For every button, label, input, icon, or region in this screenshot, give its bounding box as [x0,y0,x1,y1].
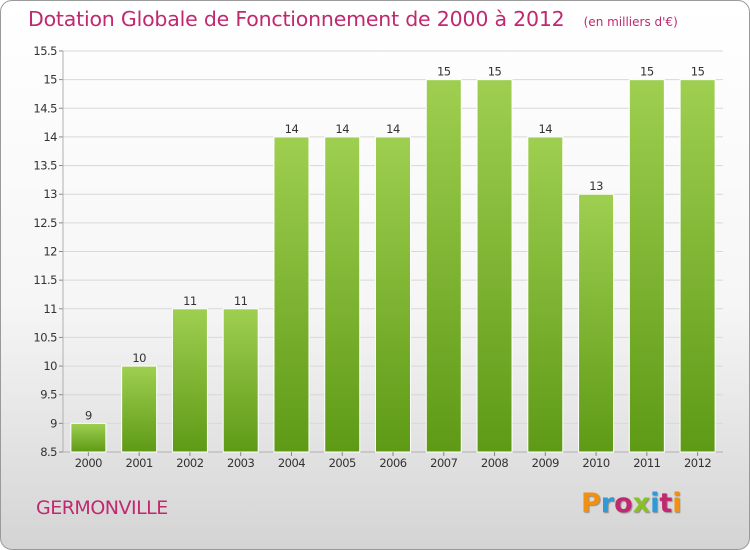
logo-letter: r [600,488,615,519]
y-tick-label: 11 [43,302,57,316]
x-tick-label-2010: 2010 [582,456,609,470]
data-label-2004: 14 [285,122,299,136]
data-label-2010: 13 [589,179,603,193]
x-tick-label-2003: 2003 [227,456,254,470]
bar-2004 [273,136,310,453]
y-tick-label: 15.5 [33,44,57,58]
y-tick-label: 14 [43,130,57,144]
logo-letter: P [581,488,601,519]
data-labels: 9 10 11 11 14 14 14 15 15 14 13 15 15 [85,65,705,423]
x-tick-label-2001: 2001 [126,456,153,470]
y-tick-label: 11.5 [33,273,57,287]
y-tick-label: 9.5 [40,388,57,402]
bar-2011 [628,79,665,453]
bar-2009 [527,136,564,453]
logo-letter: o [614,488,633,519]
data-label-2008: 15 [488,65,502,79]
data-label-2000: 9 [85,408,92,422]
x-axis-ticks: 2000 2001 2002 2003 2004 2005 2006 2007 2008 2009… [75,452,712,470]
logo-letter: i [672,488,682,519]
y-tick-label: 12 [43,245,57,259]
data-label-2006: 14 [386,122,400,136]
data-label-2005: 14 [335,122,349,136]
logo-letter: t [659,488,673,519]
data-label-2007: 15 [437,65,451,79]
data-label-2003: 11 [234,294,248,308]
x-tick-label-2009: 2009 [532,456,559,470]
bar-2002 [171,308,208,453]
bar-2010 [578,193,615,453]
y-tick-label: 13.5 [33,159,57,173]
bar-2008 [476,79,513,453]
data-label-2001: 10 [132,351,146,365]
chart-title: Dotation Globale de Fonctionnement de 20… [28,7,565,31]
x-tick-label-2006: 2006 [379,456,406,470]
x-tick-label-2004: 2004 [278,456,305,470]
y-tick-label: 10 [43,359,57,373]
bar-2007 [425,79,462,453]
data-label-2002: 11 [183,294,197,308]
proxiti-logo: Proxiti [581,488,682,519]
logo-letter: x [632,488,651,519]
x-tick-label-2011: 2011 [633,456,660,470]
x-tick-label-2007: 2007 [430,456,457,470]
logo-letter: i [650,488,660,519]
x-tick-label-2012: 2012 [684,456,711,470]
bar-2003 [222,308,259,453]
y-tick-label: 10.5 [33,330,57,344]
y-tick-label: 9 [50,416,57,430]
x-tick-label-2002: 2002 [176,456,203,470]
y-tick-label: 15 [43,73,57,87]
bars [70,79,716,453]
y-tick-label: 12.5 [33,216,57,230]
y-tick-label: 14.5 [33,101,57,115]
x-tick-label-2005: 2005 [329,456,356,470]
y-tick-label: 8.5 [40,445,57,459]
bar-2006 [375,136,411,453]
data-label-2011: 15 [640,65,654,79]
chart-unit-label: (en milliers d'€) [583,15,678,29]
bar-2001 [121,365,158,453]
bar-2000 [70,422,107,453]
bar-2012 [679,79,716,453]
data-label-2009: 14 [538,122,552,136]
bar-2005 [324,136,361,453]
y-tick-label: 13 [43,187,57,201]
commune-name: GERMONVILLE [36,497,168,519]
x-tick-label-2008: 2008 [481,456,508,470]
x-tick-label-2000: 2000 [75,456,102,470]
title-block: Dotation Globale de Fonctionnement de 20… [28,7,678,31]
data-label-2012: 15 [691,65,705,79]
y-axis-ticks: 8.5 9 9.5 10 10.5 11 11.5 12 12.5 13 13.5 14 14.5 15 1… [33,44,57,459]
